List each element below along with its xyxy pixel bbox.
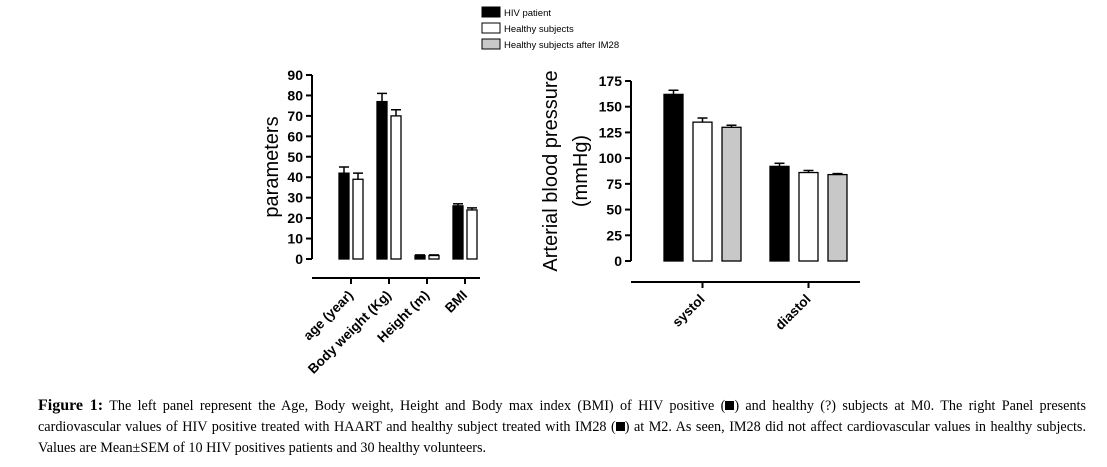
y-tick-label-50: 50 [606,202,622,218]
y-tick-label-50: 50 [287,149,303,165]
bar-healthy-subjects-body-weight-kg [390,115,402,260]
y-tick-label-60: 60 [287,128,303,144]
bar-healthy-subjects-after-im28-systol [721,126,742,262]
y-tick-label-125: 125 [599,124,623,140]
caption-part-1: The left panel represent the Age, Body w… [103,398,726,414]
legend-swatch-healthy-subjects [481,22,501,34]
legend-label-hiv-patient: HIV patient [504,8,551,19]
y-tick-label-75: 75 [606,176,622,192]
bar-healthy-subjects-age-year [352,178,364,260]
black-square-icon [615,422,625,431]
legend-swatch-hiv-patient [481,6,501,18]
y-tick-label-90: 90 [287,67,303,83]
caption-label: Figure 1: [38,397,104,414]
figure-caption: Figure 1: The left panel represent the A… [38,395,1086,459]
y-tick-label-175: 175 [599,73,623,89]
bar-hiv-patient-diastol [769,165,790,262]
y-tick-label-150: 150 [599,99,623,115]
y-tick-label-80: 80 [287,87,303,103]
y-tick-label-25: 25 [606,227,622,243]
y-axis-label: parameters [261,116,283,217]
bar-healthy-subjects-systol [692,121,713,262]
y-tick-label-20: 20 [287,210,303,226]
y-tick-label-0: 0 [295,251,303,267]
y-tick-label-0: 0 [614,253,622,269]
bar-healthy-subjects-diastol [798,171,819,262]
y-tick-label-100: 100 [599,150,623,166]
bar-healthy-subjects-after-im28-diastol [827,173,848,262]
y-axis-label-line-2: (mmHg) [570,135,592,207]
legend-label-healthy-subjects-after-im28: Healthy subjects after IM28 [504,40,619,51]
caption-part-3: ) at M2. As seen, IM28 did not affect ca… [38,419,1087,456]
right-panel-chart: 0 25 50 75 100 125 150 175 Arterial blood pressu… [540,70,860,333]
bar-hiv-patient-systol [663,93,684,262]
bar-healthy-subjects-height-m [428,254,440,260]
bar-healthy-subjects-bmi [466,209,478,260]
x-tick-label-diastol: diastol [772,292,813,333]
caption-part-2: ) and healthy (?) subjects at M0. The ri… [38,398,1087,435]
y-tick-label-40: 40 [287,169,303,185]
bar-hiv-patient-age-year [338,172,350,260]
bar-hiv-patient-bmi [452,205,464,260]
y-axis-label-line-1: Arterial blood pressure [540,70,562,271]
y-tick-label-10: 10 [287,231,303,247]
black-square-icon [725,401,735,410]
x-tick-label-bmi: BMI [442,288,470,316]
y-tick-label-30: 30 [287,190,303,206]
y-tick-label-70: 70 [287,108,303,124]
bar-hiv-patient-height-m [414,254,426,260]
legend-swatch-healthy-subjects-after-im28 [481,38,501,50]
x-tick-label-systol: systol [669,292,707,330]
bar-hiv-patient-body-weight-kg [376,100,388,260]
legend-label-healthy-subjects: Healthy subjects [504,24,574,35]
legend: HIV patient Healthy subjects Healthy subje… [481,6,619,51]
